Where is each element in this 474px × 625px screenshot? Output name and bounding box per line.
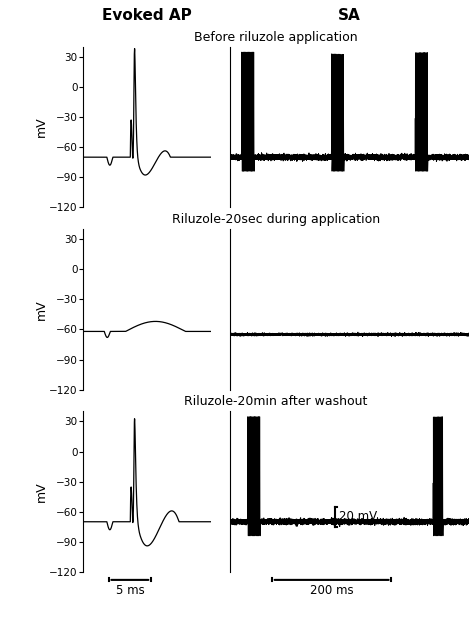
Text: Riluzole-20min after washout: Riluzole-20min after washout bbox=[184, 396, 368, 408]
Text: Evoked AP: Evoked AP bbox=[102, 8, 192, 23]
Text: Before riluzole application: Before riluzole application bbox=[194, 31, 358, 44]
Text: 20 mV: 20 mV bbox=[339, 510, 377, 523]
Text: SA: SA bbox=[338, 8, 361, 23]
Text: 200 ms: 200 ms bbox=[310, 584, 354, 597]
Y-axis label: mV: mV bbox=[35, 117, 47, 138]
Y-axis label: mV: mV bbox=[35, 299, 47, 319]
Text: Riluzole-20sec during application: Riluzole-20sec during application bbox=[172, 213, 380, 226]
Text: 5 ms: 5 ms bbox=[116, 584, 144, 597]
Y-axis label: mV: mV bbox=[35, 481, 47, 502]
